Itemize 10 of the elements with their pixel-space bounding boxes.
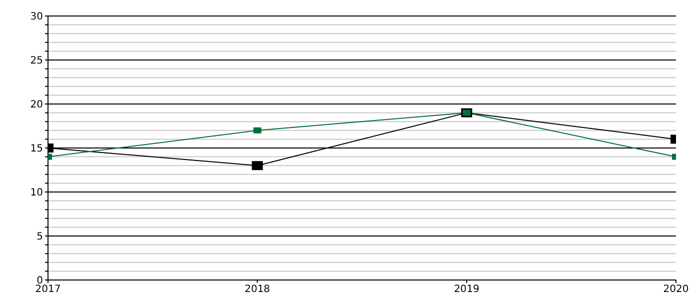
y-tick-label: 30: [30, 12, 43, 23]
y-tick-label: 20: [30, 100, 43, 111]
x-tick-label: 2020: [663, 284, 689, 296]
y-tick-label: 15: [30, 144, 43, 155]
y-tick-label: 10: [30, 188, 43, 199]
y-tick-label: 25: [30, 56, 43, 67]
x-tick-label: 2018: [244, 284, 270, 296]
x-tick-label: 2019: [454, 284, 480, 296]
y-tick-label: 5: [36, 232, 43, 243]
x-tick-label: 2017: [35, 284, 61, 296]
